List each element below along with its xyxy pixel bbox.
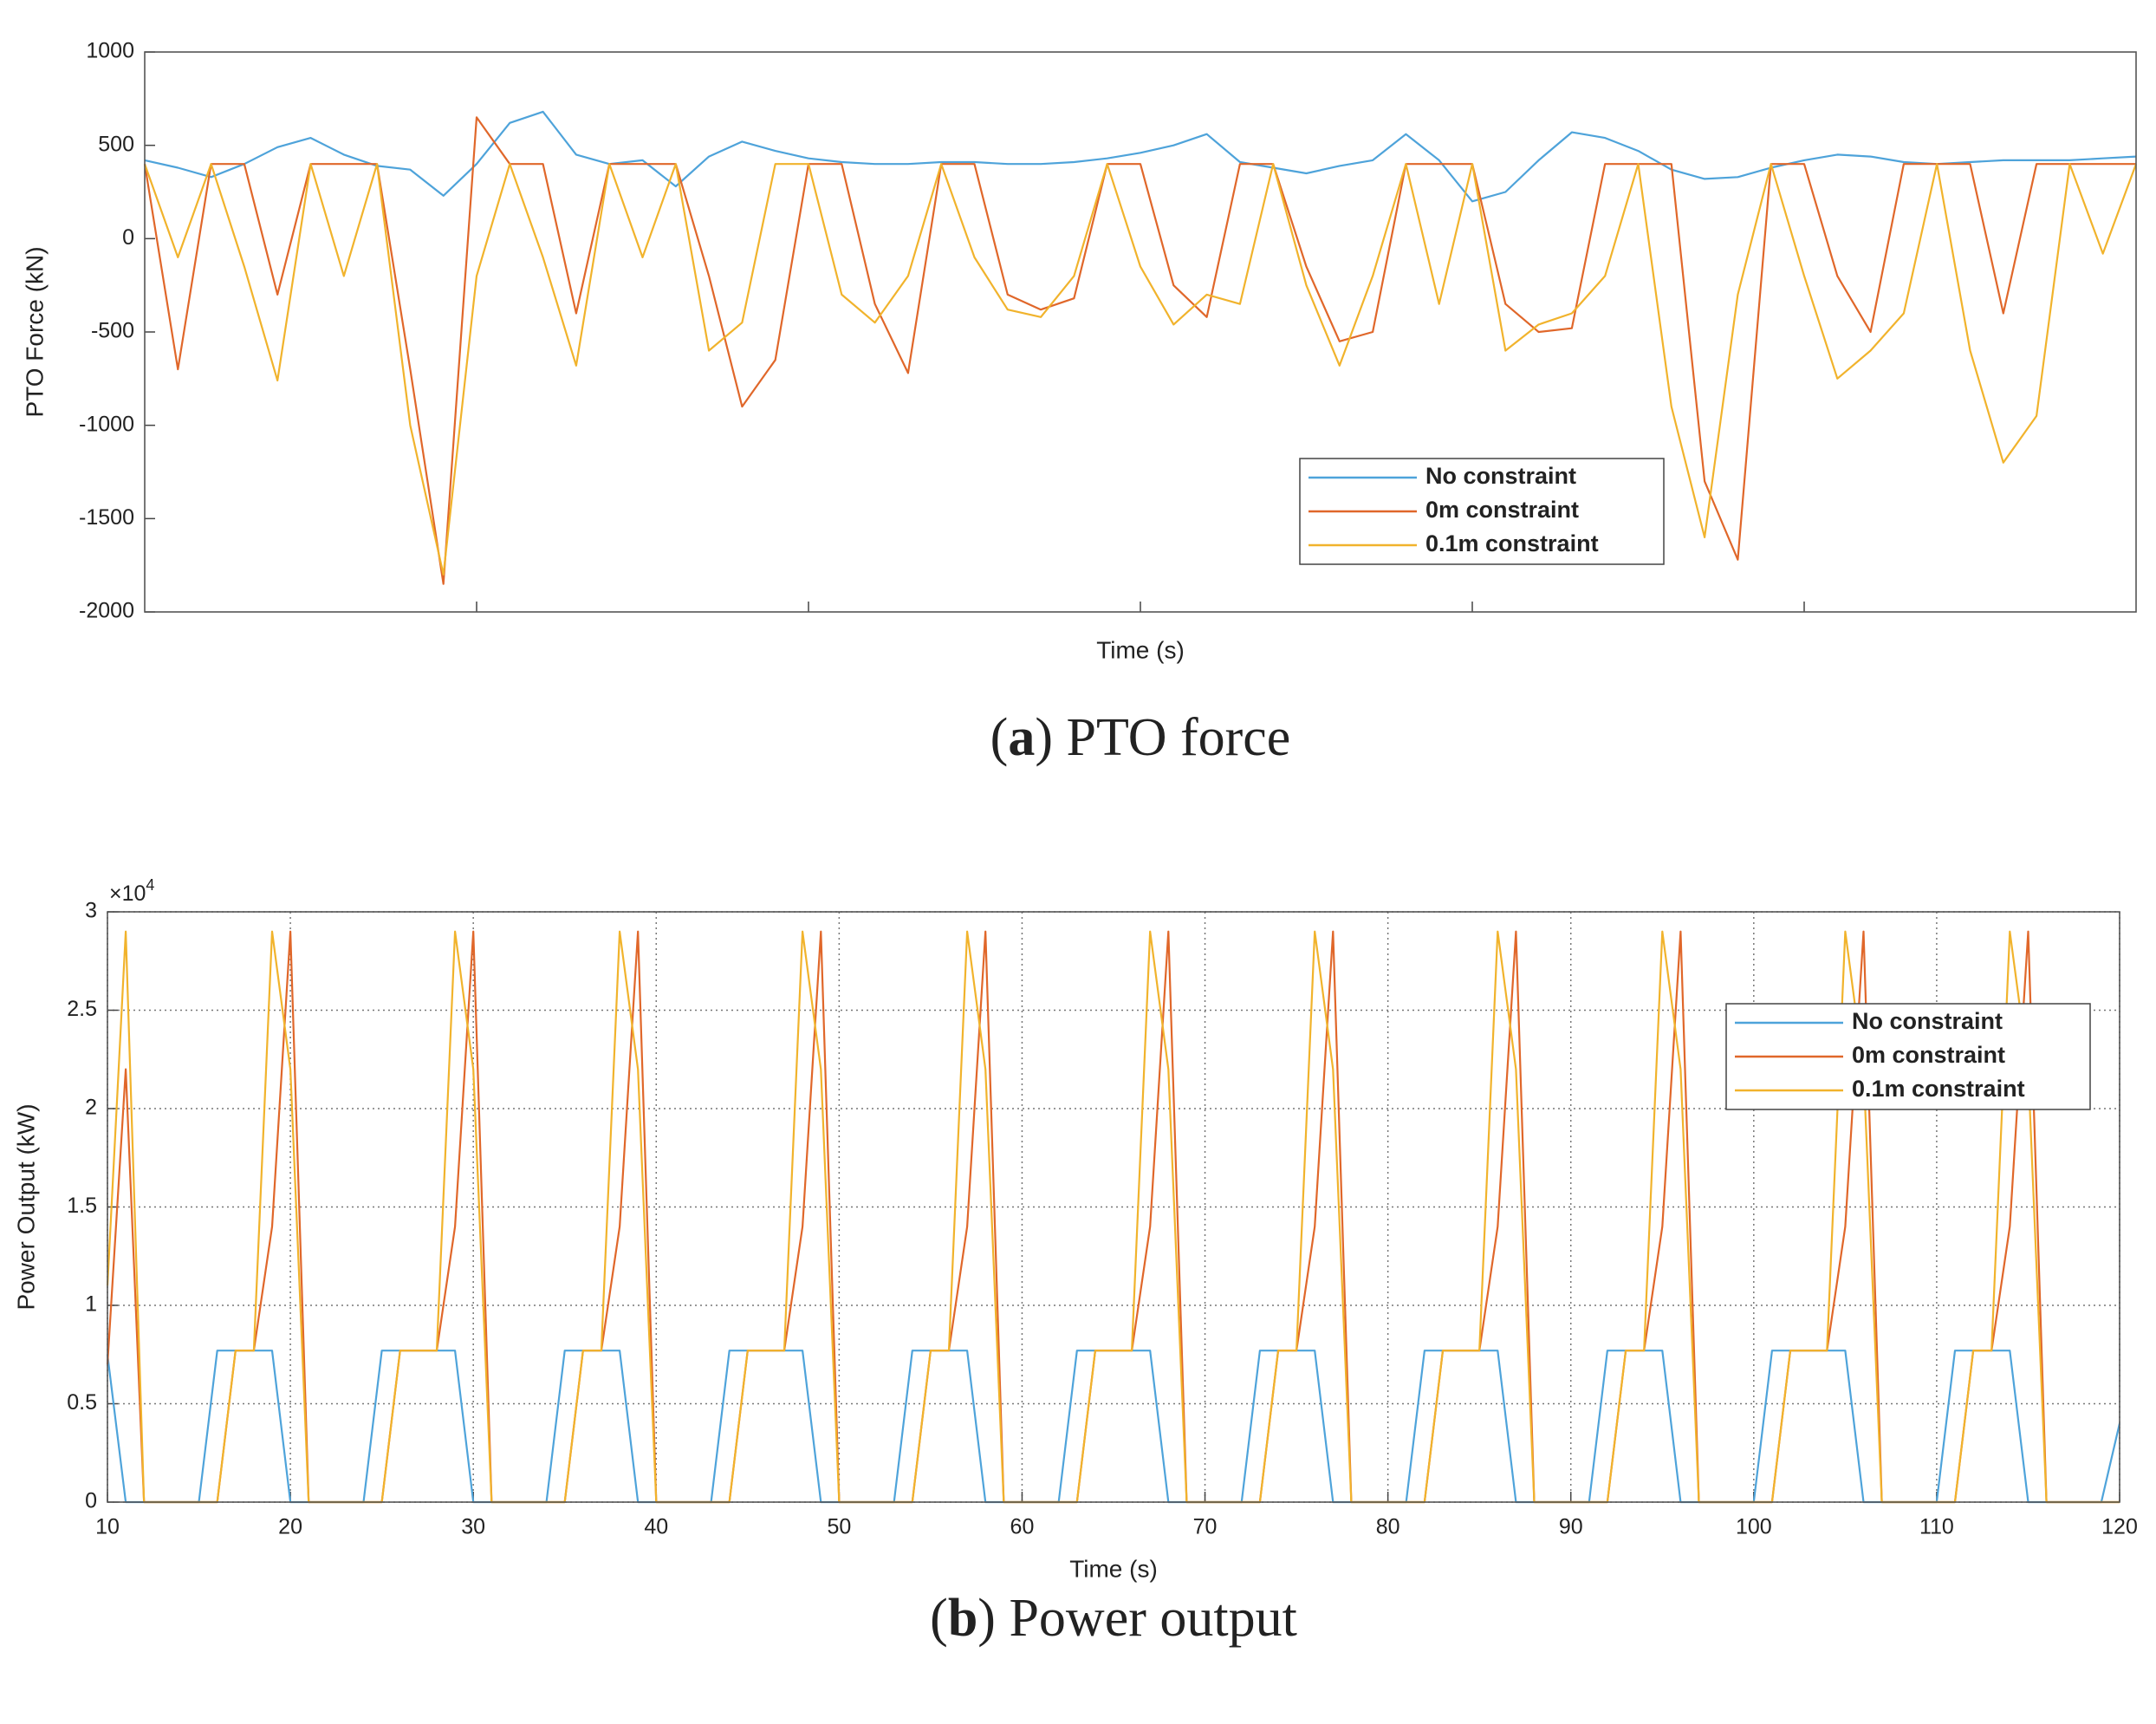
caption-part: a [1008,708,1035,767]
legend-label: 0m constraint [1425,497,1579,523]
series-line [106,930,2120,1504]
y-multiplier: ×104 [109,876,154,906]
x-tick-label: 100 [1736,1515,1772,1539]
x-tick-label: 90 [1559,1515,1583,1539]
y-tick-label: 0 [122,225,134,250]
plot-frame [144,51,2137,613]
x-tick-label: 40 [644,1515,668,1539]
plot-frame [107,911,2120,1503]
legend-label: No constraint [1852,1008,2003,1034]
caption-part: ( [990,708,1009,767]
legend-label: 0.1m constraint [1425,530,1599,556]
y-tick-label: -2000 [79,599,134,623]
y-tick-label: 1000 [86,39,134,63]
y-multiplier-base: ×10 [109,882,146,906]
legend-label: No constraint [1425,463,1576,489]
x-tick-label: 70 [1193,1515,1218,1539]
x-tick-label: 110 [1919,1515,1954,1539]
y-tick-label: 500 [98,132,134,156]
y-tick-label: 1 [85,1292,97,1317]
plot-area [145,52,2136,612]
x-axis-label: Time (s) [1069,1555,1158,1582]
x-tick-label: 10 [95,1515,120,1539]
caption-part: ) PTO force [1035,708,1290,767]
y-tick-label: 3 [85,899,97,923]
y-tick-label: 2 [85,1096,97,1120]
caption: (a) PTO force [990,708,1291,767]
caption: (b) Power output [930,1589,1297,1648]
y-tick-label: 0 [85,1489,97,1513]
legend-label: 0m constraint [1852,1042,2005,1068]
y-tick-label: -500 [91,319,134,343]
legend-label: 0.1m constraint [1852,1076,2025,1102]
x-tick-label: 80 [1376,1515,1400,1539]
caption-part: ) Power output [977,1589,1297,1648]
x-tick-label: 50 [827,1515,851,1539]
caption-part: ( [930,1589,948,1648]
y-tick-label: -1000 [79,412,134,436]
y-tick-label: 2.5 [67,997,97,1021]
x-tick-label: 30 [461,1515,485,1539]
series-line [143,163,2138,576]
x-tick-label: 60 [1010,1515,1035,1539]
x-tick-label: 120 [2101,1515,2138,1539]
x-tick-label: 20 [278,1515,302,1539]
y-axis-label: PTO Force (kN) [21,246,48,417]
y-multiplier-exponent: 4 [146,876,154,894]
x-axis-label: Time (s) [1096,636,1185,663]
y-axis-label: Power Output (kW) [12,1103,39,1310]
series-line [144,110,2137,203]
y-tick-label: 0.5 [67,1390,97,1415]
caption-part: b [948,1589,977,1648]
y-tick-label: -1500 [79,505,134,530]
y-tick-label: 1.5 [67,1194,97,1218]
series-line [143,116,2136,585]
